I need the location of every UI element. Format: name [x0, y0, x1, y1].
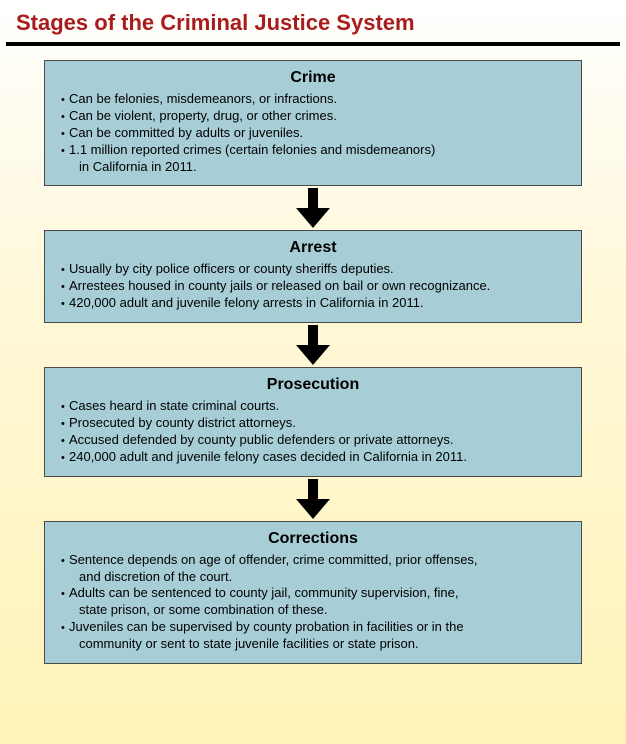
bullet-row: state prison, or some combination of the…: [59, 602, 567, 619]
bullet-dot-icon: •: [61, 144, 69, 158]
stage-bullets: •Sentence depends on age of offender, cr…: [59, 552, 567, 653]
bullet-text: Can be violent, property, drug, or other…: [69, 108, 567, 125]
bullet-text: Arrestees housed in county jails or rele…: [69, 278, 567, 295]
stage-title: Corrections: [59, 530, 567, 548]
bullet-row: •Juveniles can be supervised by county p…: [59, 619, 567, 636]
bullet-dot-icon: •: [61, 297, 69, 311]
bullet-text: and discretion of the court.: [69, 569, 567, 586]
arrow-head: [296, 345, 330, 365]
bullet-dot-icon: •: [61, 451, 69, 465]
title-rule: [6, 42, 620, 46]
bullet-row: •Sentence depends on age of offender, cr…: [59, 552, 567, 569]
bullet-row: in California in 2011.: [59, 159, 567, 176]
bullet-row: and discretion of the court.: [59, 569, 567, 586]
arrow-stem: [308, 188, 318, 208]
stage-title: Prosecution: [59, 376, 567, 394]
bullet-row: •420,000 adult and juvenile felony arres…: [59, 295, 567, 312]
bullet-text: Can be felonies, misdemeanors, or infrac…: [69, 91, 567, 108]
bullet-dot-icon: •: [61, 280, 69, 294]
bullet-text: Adults can be sentenced to county jail, …: [69, 585, 567, 602]
bullet-text: Juveniles can be supervised by county pr…: [69, 619, 567, 636]
bullet-dot-icon: •: [61, 263, 69, 277]
bullet-dot-icon: •: [61, 417, 69, 431]
bullet-text: Sentence depends on age of offender, cri…: [69, 552, 567, 569]
bullet-text: 420,000 adult and juvenile felony arrest…: [69, 295, 567, 312]
bullet-text: Usually by city police officers or count…: [69, 261, 567, 278]
bullet-text: state prison, or some combination of the…: [69, 602, 567, 619]
arrow-down-icon: [296, 479, 330, 519]
stage-box: Crime•Can be felonies, misdemeanors, or …: [44, 60, 582, 186]
bullet-row: •Adults can be sentenced to county jail,…: [59, 585, 567, 602]
arrow-head: [296, 499, 330, 519]
stage-title: Crime: [59, 69, 567, 87]
bullet-dot-icon: •: [61, 110, 69, 124]
bullet-text: 1.1 million reported crimes (certain fel…: [69, 142, 567, 159]
bullet-row: •Can be felonies, misdemeanors, or infra…: [59, 91, 567, 108]
bullet-text: Can be committed by adults or juveniles.: [69, 125, 567, 142]
bullet-row: •Usually by city police officers or coun…: [59, 261, 567, 278]
bullet-text: community or sent to state juvenile faci…: [69, 636, 567, 653]
bullet-row: •Cases heard in state criminal courts.: [59, 398, 567, 415]
bullet-row: •Can be violent, property, drug, or othe…: [59, 108, 567, 125]
bullet-row: •Can be committed by adults or juveniles…: [59, 125, 567, 142]
arrow-down-icon: [296, 325, 330, 365]
stage-bullets: •Cases heard in state criminal courts.•P…: [59, 398, 567, 466]
bullet-text: Cases heard in state criminal courts.: [69, 398, 567, 415]
bullet-dot-icon: •: [61, 127, 69, 141]
bullet-row: •240,000 adult and juvenile felony cases…: [59, 449, 567, 466]
bullet-dot-icon: •: [61, 554, 69, 568]
arrow-head: [296, 208, 330, 228]
stage-bullets: •Can be felonies, misdemeanors, or infra…: [59, 91, 567, 175]
bullet-dot-icon: •: [61, 587, 69, 601]
bullet-text: Prosecuted by county district attorneys.: [69, 415, 567, 432]
bullet-row: •Accused defended by county public defen…: [59, 432, 567, 449]
bullet-row: •1.1 million reported crimes (certain fe…: [59, 142, 567, 159]
bullet-dot-icon: •: [61, 621, 69, 635]
bullet-dot-icon: •: [61, 400, 69, 414]
stage-box: Arrest•Usually by city police officers o…: [44, 230, 582, 323]
stage-box: Corrections•Sentence depends on age of o…: [44, 521, 582, 664]
bullet-text: 240,000 adult and juvenile felony cases …: [69, 449, 567, 466]
bullet-dot-icon: •: [61, 434, 69, 448]
stage-box: Prosecution•Cases heard in state crimina…: [44, 367, 582, 477]
bullet-row: •Arrestees housed in county jails or rel…: [59, 278, 567, 295]
stage-bullets: •Usually by city police officers or coun…: [59, 261, 567, 312]
bullet-row: community or sent to state juvenile faci…: [59, 636, 567, 653]
page-title: Stages of the Criminal Justice System: [0, 0, 626, 42]
bullet-text: in California in 2011.: [69, 159, 567, 176]
bullet-dot-icon: •: [61, 93, 69, 107]
bullet-row: •Prosecuted by county district attorneys…: [59, 415, 567, 432]
arrow-stem: [308, 479, 318, 499]
stage-title: Arrest: [59, 239, 567, 257]
page: Stages of the Criminal Justice System Cr…: [0, 0, 626, 744]
arrow-stem: [308, 325, 318, 345]
flowchart: Crime•Can be felonies, misdemeanors, or …: [0, 60, 626, 664]
bullet-text: Accused defended by county public defend…: [69, 432, 567, 449]
arrow-down-icon: [296, 188, 330, 228]
